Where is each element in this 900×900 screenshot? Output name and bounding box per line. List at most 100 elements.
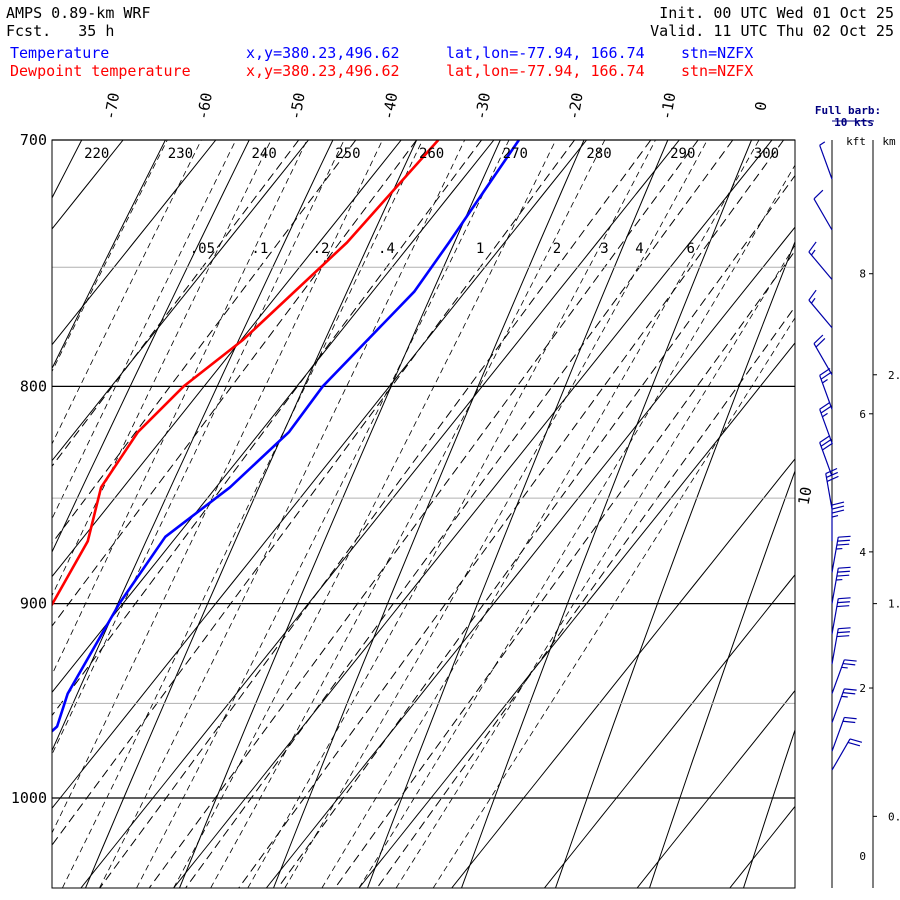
- wind-barb-flag: [808, 289, 817, 301]
- wind-barb-flag: [838, 535, 851, 538]
- isotherm-tick-label: -50: [286, 91, 308, 121]
- wind-barb-flag: [820, 438, 832, 447]
- km-axis-label: km: [882, 135, 896, 148]
- pressure-tick-label: 900: [20, 595, 47, 613]
- moist-adiabat-line: [52, 140, 383, 834]
- mixing-ratio-line: [334, 250, 795, 888]
- isotherm-tick-label: -40: [379, 91, 401, 121]
- mixing-ratio-line: [52, 140, 576, 846]
- theta-label: 240: [252, 146, 277, 162]
- wind-barb-half-flag: [819, 141, 826, 146]
- wind-barb-flag: [819, 368, 831, 376]
- forecast-hour: Fcst. 35 h: [6, 22, 115, 40]
- wind-barb-flag: [842, 692, 856, 695]
- wind-barb-staff: [813, 198, 833, 231]
- isotherm-tick-label: -60: [194, 91, 216, 121]
- wind-barb: [808, 241, 833, 280]
- legend-temperature-label: Temperature: [10, 44, 110, 62]
- init-time: Init. 00 UTC Wed 01 Oct 25: [659, 4, 894, 22]
- isotherm-tick-label: -70: [101, 91, 123, 121]
- wind-barb-flag: [819, 401, 831, 410]
- moist-adiabat-line: [321, 140, 760, 888]
- wind-barb: [831, 627, 851, 665]
- height-axis: kft km 2 4 6 8 0 0. 1. 2.: [846, 135, 900, 888]
- mixing-ratio-line: [148, 140, 699, 888]
- wind-barb-flag: [831, 501, 845, 506]
- isotherm-tick-label: -10: [657, 91, 679, 121]
- wind-barb-staff: [831, 688, 845, 723]
- moist-adiabat-line: [52, 140, 308, 676]
- valid-time: Valid. 11 UTC Thu 02 Oct 25: [650, 22, 894, 40]
- mixing-ratio-line: [185, 140, 734, 888]
- legend-dewpoint-station: stn=NZFX: [681, 62, 754, 80]
- mixing-ratio-label: 2: [553, 241, 561, 257]
- km-tick-label: 2.: [888, 369, 900, 382]
- wind-barb: [831, 659, 857, 694]
- wind-barb-staff: [808, 251, 833, 280]
- moist-adiabat-line: [210, 140, 606, 888]
- wind-barb-half-flag: [841, 666, 848, 669]
- isotherm-line: [358, 342, 795, 888]
- wind-barb: [831, 597, 851, 635]
- wind-barb-flag: [822, 442, 834, 451]
- wind-barb-flag: [820, 371, 832, 380]
- wind-barb-flag: [849, 738, 863, 743]
- legend-temperature-xy: x,y=380.23,496.62: [246, 44, 400, 62]
- wind-barb: [813, 189, 833, 231]
- isotherm-line: [52, 140, 587, 810]
- wind-barb-flag: [838, 597, 851, 600]
- theta-label: 270: [503, 146, 528, 162]
- moist-adiabat-line: [62, 140, 424, 888]
- wind-barb-flag: [842, 662, 856, 666]
- isotherm-line: [823, 140, 900, 888]
- axis-labels: 700 800 900 1000 -70 -60 -50 -40 -30 -20 -10 0 10 220…: [11, 91, 816, 807]
- wind-barb: [808, 289, 833, 329]
- isotherm-line: [52, 140, 309, 462]
- theta-label: 300: [754, 146, 779, 162]
- wind-barb-flag: [842, 720, 856, 724]
- wind-barb-flag: [836, 605, 850, 608]
- mixing-ratio-line: [238, 140, 785, 888]
- wind-barb-staff: [831, 598, 839, 635]
- dry-adiabat-line: [743, 728, 795, 888]
- isotherm-tick-label: 10: [795, 485, 816, 506]
- wind-barb-flag: [837, 631, 850, 634]
- moist-adiabat-line: [358, 164, 795, 888]
- wind-barb-staff: [831, 659, 845, 694]
- wind-barb-staff: [831, 568, 839, 604]
- wind-barb: [819, 368, 833, 410]
- plot-frame: [51, 139, 796, 889]
- wind-barb-half-flag: [831, 515, 839, 518]
- moist-adiabat-line: [136, 140, 510, 888]
- moist-adiabat-line: [395, 244, 795, 888]
- mixing-ratio-line: [52, 140, 300, 467]
- km-tick-label: 0.: [888, 810, 900, 823]
- wind-barb: [831, 501, 845, 542]
- moist-adiabat-line: [52, 140, 202, 445]
- dry-adiabat-line: [52, 140, 334, 752]
- isotherm-tick-label: -20: [564, 91, 586, 121]
- wind-barb-flag: [838, 627, 851, 630]
- isotherm-line: [52, 140, 124, 230]
- isotherm-line: [0, 140, 30, 888]
- isotherm-line: [52, 140, 217, 346]
- wind-barb-half-flag: [841, 695, 848, 698]
- kft-tick-label: 4: [859, 546, 866, 559]
- wind-barb-flag: [826, 475, 839, 482]
- pressure-tick-label: 800: [20, 377, 47, 395]
- mixing-ratio-label: 4: [635, 241, 643, 257]
- pressure-tick-label: 1000: [11, 789, 47, 807]
- moist-adiabat-line: [52, 140, 345, 756]
- wind-barb-half-flag: [810, 297, 816, 304]
- wind-barb-flag: [844, 688, 857, 691]
- model-title: AMPS 0.89-km WRF: [6, 4, 151, 22]
- wind-barb-flag: [820, 405, 832, 414]
- moist-adiabat-line: [432, 317, 795, 888]
- wind-barb: [825, 467, 839, 510]
- wind-barb-flag: [819, 435, 831, 444]
- dry-adiabat-line: [461, 140, 753, 888]
- kft-axis-label: kft: [846, 135, 866, 148]
- wind-barb-flag: [808, 241, 817, 253]
- legend-temperature-latlon: lat,lon=-77.94, 166.74: [446, 44, 645, 62]
